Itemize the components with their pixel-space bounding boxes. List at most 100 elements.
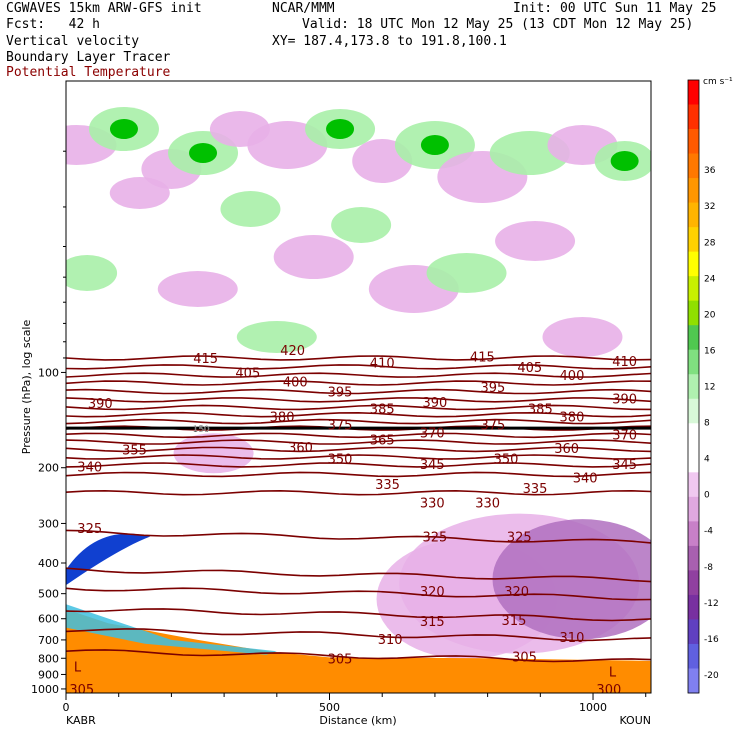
colorbar-swatch <box>688 545 699 571</box>
theta-label: 335 <box>523 482 548 497</box>
w-core-up <box>109 119 138 139</box>
theta-contour <box>66 454 651 460</box>
theta-label: 325 <box>423 531 448 546</box>
colorbar-label: 24 <box>704 274 716 284</box>
colorbar-swatch <box>688 227 699 253</box>
w-blob-down <box>109 177 170 209</box>
low-marker: L <box>609 665 617 680</box>
theta-label: 315 <box>502 614 527 629</box>
colorbar-swatch <box>688 129 699 154</box>
theta-label: 390 <box>612 393 637 408</box>
theta-contour <box>66 372 651 378</box>
theta-contour <box>66 587 651 601</box>
colorbar-label: 0 <box>704 491 710 501</box>
colorbar-swatch <box>688 178 699 203</box>
colorbar-label: 4 <box>704 455 710 465</box>
y-tick-label: 100 <box>38 366 59 379</box>
w-blob-down <box>495 221 576 261</box>
colorbar-label: 36 <box>704 166 716 176</box>
tracer-surface-layer <box>66 609 651 693</box>
colorbar-label: 28 <box>704 238 716 248</box>
y-axis-title: Pressure (hPa), log scale <box>20 320 33 455</box>
institution-label: NCAR/MMM <box>272 1 335 16</box>
theta-contour <box>66 404 651 411</box>
colorbar-swatch <box>688 300 699 326</box>
theta-label: 355 <box>122 443 147 458</box>
theta-label: 305 <box>69 683 94 698</box>
colorbar-label: 12 <box>704 383 715 393</box>
y-tick-label: 200 <box>38 462 59 475</box>
w-blob-up <box>66 255 118 291</box>
colorbar-swatch <box>688 594 699 620</box>
w-blob-down <box>273 235 354 279</box>
colorbar-swatch <box>688 276 699 302</box>
theta-label: 345 <box>612 458 637 473</box>
colorbar-label: 16 <box>704 346 716 356</box>
colorbar-label: 32 <box>704 202 715 212</box>
colorbar-swatch <box>688 349 699 375</box>
distance-axis: 0 500 1000 <box>63 693 647 714</box>
w-core-up <box>420 135 449 155</box>
theta-contour <box>66 397 651 403</box>
theta-label: 385 <box>370 403 395 418</box>
theta-label: 350 <box>328 452 353 467</box>
theta-contour <box>66 418 651 425</box>
tropopause-label: 150 <box>192 425 209 435</box>
x-tick-label: 500 <box>319 701 340 714</box>
cross-section-endpoints: XY= 187.4,173.8 to 191.8,100.1 <box>272 34 507 49</box>
right-endpoint-label: KOUN <box>619 714 651 727</box>
theta-label: 385 <box>528 403 553 418</box>
theta-label: 340 <box>573 472 598 487</box>
theta-label: 310 <box>378 633 403 648</box>
colorbar-swatch <box>688 643 699 669</box>
y-tick-label: 600 <box>38 613 59 626</box>
theta-contour <box>66 471 651 478</box>
forecast-hour: Fcst: 42 h <box>6 17 100 32</box>
theta-label: 375 <box>328 418 353 433</box>
colorbar-swatch <box>688 325 699 351</box>
model-title: CGWAVES 15km ARW-GFS init <box>6 1 202 16</box>
theta-label: 320 <box>504 585 529 600</box>
colorbar: 36 32 28 24 20 16 12 8 4 0 -4 -8 -12 -16 -20 <box>687 79 719 694</box>
theta-label: 370 <box>612 428 637 443</box>
theta-label: 345 <box>420 458 445 473</box>
theta-contour <box>66 411 651 418</box>
w-core-up <box>189 143 218 163</box>
theta-label: 390 <box>423 396 448 411</box>
theta-label: 365 <box>370 434 395 449</box>
w-lower-down <box>173 433 254 474</box>
w-blob-down <box>157 271 238 307</box>
y-tick-label: 300 <box>38 517 59 530</box>
theta-label: 395 <box>328 386 353 401</box>
colorbar-swatch <box>688 619 699 645</box>
theta-contour <box>66 608 651 622</box>
theta-contour <box>66 649 651 663</box>
theta-contour <box>66 432 651 439</box>
theta-label: 415 <box>193 352 218 367</box>
theta-contour <box>66 489 651 496</box>
colorbar-swatch <box>688 668 699 694</box>
theta-label: 320 <box>420 585 445 600</box>
y-tick-label: 800 <box>38 652 59 665</box>
theta-label: 330 <box>475 497 500 512</box>
w-core-up <box>610 151 639 171</box>
theta-label: 400 <box>560 369 585 384</box>
theta-label: 370 <box>420 427 445 442</box>
theta-label: 330 <box>420 497 445 512</box>
colorbar-swatch <box>688 374 699 400</box>
colorbar-label: 8 <box>704 419 710 429</box>
theta-contour <box>66 628 651 642</box>
w-blob-up <box>426 253 507 293</box>
colorbar-swatch <box>688 104 699 130</box>
theta-label: 420 <box>280 344 305 359</box>
theta-label: 325 <box>507 531 532 546</box>
y-tick-label: 400 <box>38 557 59 570</box>
w-lower-strong_down <box>492 519 651 640</box>
w-core-up <box>326 119 355 139</box>
colorbar-label: -8 <box>704 563 713 573</box>
theta-label: 340 <box>77 460 102 475</box>
colorbar-swatch <box>688 472 699 498</box>
theta-label: 405 <box>517 361 542 376</box>
theta-label: 400 <box>283 376 308 391</box>
